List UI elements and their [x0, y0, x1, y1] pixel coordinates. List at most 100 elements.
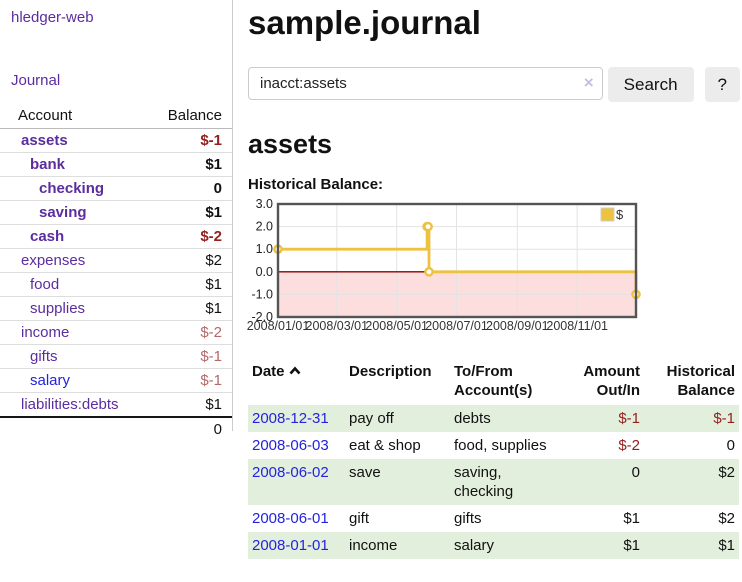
search-form: × Search ? — [248, 67, 740, 102]
svg-text:2008/05/01: 2008/05/01 — [365, 319, 428, 333]
account-row-saving: saving $1 — [0, 200, 232, 225]
accounts-balance-table: Account Balance assets $-1 bank $1 check… — [0, 104, 232, 441]
sort-ascending-icon — [289, 362, 301, 381]
account-row-salary: salary $-1 — [0, 368, 232, 393]
account-row-liabilities-debts: liabilities:debts $1 — [0, 392, 232, 417]
transaction-description: gift — [349, 510, 370, 527]
svg-text:$: $ — [616, 207, 624, 222]
account-row-expenses: expenses $2 — [0, 248, 232, 273]
account-link[interactable]: liabilities:debts — [21, 396, 119, 413]
account-link[interactable]: supplies — [30, 300, 86, 317]
transaction-date-link[interactable]: 2008-01-01 — [252, 537, 329, 554]
app-title-link[interactable]: hledger-web — [11, 9, 94, 26]
svg-text:1.0: 1.0 — [256, 242, 273, 256]
transaction-accounts: salary — [454, 537, 495, 554]
amount-column-header: Amount Out/In — [583, 363, 640, 399]
account-link[interactable]: food — [30, 276, 60, 293]
transaction-date-link[interactable]: 2008-06-03 — [252, 437, 329, 454]
transaction-description: pay off — [349, 410, 394, 427]
account-link[interactable]: checking — [39, 180, 105, 197]
account-row-food: food $1 — [0, 272, 232, 297]
transaction-balance: $-1 — [713, 410, 735, 427]
account-link[interactable]: assets — [21, 132, 68, 149]
transaction-balance: $2 — [718, 464, 735, 481]
svg-text:2008/11/01: 2008/11/01 — [546, 319, 608, 333]
register-row: 2008-01-01 income salary $1 $1 — [248, 532, 739, 559]
transaction-accounts: saving, checking — [454, 464, 514, 500]
transaction-description: save — [349, 464, 381, 481]
accounts-total-row: 0 — [0, 416, 232, 441]
account-balance: $-1 — [116, 344, 232, 369]
register-row: 2008-06-02 save saving, checking 0 $2 — [248, 459, 739, 505]
transaction-date-link[interactable]: 2008-06-02 — [252, 464, 329, 481]
balance-column-header: Historical Balance — [666, 363, 735, 399]
transaction-accounts: debts — [454, 410, 491, 427]
account-balance: $1 — [116, 272, 232, 297]
account-column-header: To/From Account(s) — [454, 363, 533, 399]
help-button[interactable]: ? — [704, 67, 740, 102]
transaction-date-link[interactable]: 2008-06-01 — [252, 510, 329, 527]
account-balance: $-2 — [116, 224, 232, 249]
transaction-amount: 0 — [631, 464, 640, 481]
balance-column-header: Balance — [116, 104, 232, 129]
svg-text:3.0: 3.0 — [256, 197, 273, 211]
account-link[interactable]: gifts — [30, 348, 58, 365]
transaction-accounts: gifts — [454, 510, 482, 527]
account-column-header: Account — [0, 104, 116, 129]
svg-text:2008/09/01: 2008/09/01 — [486, 319, 549, 333]
account-row-supplies: supplies $1 — [0, 296, 232, 321]
transaction-description: eat & shop — [349, 437, 421, 454]
account-balance: $1 — [116, 392, 232, 417]
clear-search-icon[interactable]: × — [583, 73, 594, 92]
transaction-amount: $1 — [623, 537, 640, 554]
sidebar-item-journal[interactable]: Journal — [11, 72, 61, 89]
search-input[interactable] — [248, 67, 603, 100]
svg-text:-1.0: -1.0 — [251, 287, 273, 301]
historical-balance-chart: $3.0 2.0 1.0 0.0 -1.0 -2.0 2008/01/01 2008/03/0… — [247, 197, 641, 342]
svg-text:0.0: 0.0 — [256, 265, 273, 279]
account-balance: $1 — [116, 152, 232, 177]
page-title: sample.journal — [248, 4, 481, 41]
transaction-amount: $-1 — [618, 410, 640, 427]
svg-text:2008/07/01: 2008/07/01 — [425, 319, 488, 333]
account-link[interactable]: saving — [39, 204, 87, 221]
account-balance: $-1 — [200, 132, 222, 149]
account-link[interactable]: salary — [30, 372, 71, 389]
account-balance: $1 — [116, 296, 232, 321]
account-balance: $-2 — [116, 320, 232, 345]
account-row-income: income $-2 — [0, 320, 232, 345]
account-row-assets: assets $-1 — [0, 129, 232, 153]
register-row: 2008-12-31 pay off debts $-1 $-1 — [248, 405, 739, 432]
svg-text:2.0: 2.0 — [256, 220, 273, 234]
account-row-cash: cash $-2 — [0, 224, 232, 249]
account-link[interactable]: cash — [30, 228, 65, 245]
svg-text:2008/03/01: 2008/03/01 — [306, 319, 369, 333]
transaction-amount: $-2 — [618, 437, 640, 454]
register-row: 2008-06-03 eat & shop food, supplies $-2… — [248, 432, 739, 459]
accounts-total-value: 0 — [116, 416, 232, 441]
account-row-bank: bank $1 — [0, 152, 232, 177]
transaction-balance: 0 — [726, 437, 735, 454]
svg-text:-2.0: -2.0 — [251, 310, 273, 324]
transaction-accounts: food, supplies — [454, 437, 547, 454]
main-content: sample.journal × Search ? assets Histori… — [247, 0, 740, 559]
sidebar: hledger-web Journal Account Balance asse… — [0, 0, 233, 441]
register-table: Date Description To/From Account(s) Amou… — [248, 359, 739, 559]
account-balance: 0 — [116, 176, 232, 201]
account-row-gifts: gifts $-1 — [0, 344, 232, 369]
chart-title: Historical Balance: — [248, 176, 384, 193]
register-row: 2008-06-01 gift gifts $1 $2 — [248, 505, 739, 532]
transaction-date-link[interactable]: 2008-12-31 — [252, 410, 329, 427]
account-link[interactable]: expenses — [21, 252, 86, 269]
account-row-checking: checking 0 — [0, 176, 232, 201]
transaction-amount: $1 — [623, 510, 640, 527]
date-column-header[interactable]: Date — [248, 359, 345, 405]
account-link[interactable]: income — [21, 324, 70, 341]
register-header-row: Date Description To/From Account(s) Amou… — [248, 359, 739, 405]
account-balance: $2 — [116, 248, 232, 273]
account-link[interactable]: bank — [30, 156, 66, 173]
account-heading: assets — [248, 129, 333, 159]
search-button[interactable]: Search — [607, 67, 694, 102]
transaction-balance: $1 — [718, 537, 735, 554]
svg-text:2008/01/01: 2008/01/01 — [247, 319, 310, 333]
